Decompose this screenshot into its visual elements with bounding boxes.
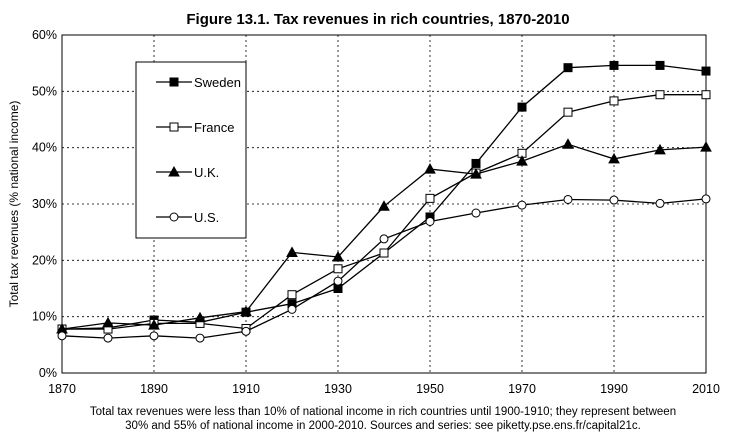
data-point-us xyxy=(425,216,435,226)
data-point-us xyxy=(333,276,343,286)
legend-label-us: U.S. xyxy=(194,210,219,225)
y-tick-label: 60% xyxy=(32,28,57,42)
data-point-us xyxy=(57,331,67,341)
y-tick-label: 0% xyxy=(39,366,57,380)
legend-label-uk: U.K. xyxy=(194,165,219,180)
legend: Sweden France U.K. U.S. xyxy=(135,61,247,239)
legend-marker-us xyxy=(169,212,179,222)
data-point-sweden xyxy=(609,60,619,70)
legend-marker-sweden xyxy=(169,77,179,87)
plot-frame xyxy=(61,34,707,374)
data-point-us xyxy=(609,195,619,205)
x-tick-label: 1970 xyxy=(508,382,536,396)
data-point-sweden xyxy=(471,158,481,168)
data-point-sweden xyxy=(563,63,573,73)
x-axis: 1870 1890 1910 1930 1950 1970 1990 2010 xyxy=(48,382,720,396)
data-point-uk xyxy=(654,143,666,155)
data-point-us xyxy=(471,208,481,218)
data-point-sweden xyxy=(655,60,665,70)
grid xyxy=(62,35,706,373)
data-point-us xyxy=(195,333,205,343)
legend-marker-uk xyxy=(168,165,180,177)
data-point-uk xyxy=(102,316,114,328)
x-tick-label: 1990 xyxy=(600,382,628,396)
data-point-us xyxy=(563,194,573,204)
caption-line-2: 30% and 55% of national income in 2000-2… xyxy=(125,420,641,432)
x-tick-label: 1950 xyxy=(416,382,444,396)
x-tick-label: 2010 xyxy=(692,382,720,396)
y-tick-label: 50% xyxy=(32,84,57,98)
data-point-france xyxy=(425,193,435,203)
data-point-uk xyxy=(424,163,436,174)
data-point-france xyxy=(655,90,665,100)
data-point-us xyxy=(701,194,711,204)
y-axis: 0% 10% 20% 30% 40% 50% 60% xyxy=(32,28,57,380)
series-uk xyxy=(56,138,712,334)
data-point-uk xyxy=(562,138,574,149)
data-point-uk xyxy=(332,250,344,262)
data-point-sweden xyxy=(517,102,527,112)
caption-line-1: Total tax revenues were less than 10% of… xyxy=(90,406,676,418)
y-tick-label: 10% xyxy=(32,310,57,324)
data-point-sweden xyxy=(701,66,711,76)
legend-label-france: France xyxy=(194,120,234,135)
data-point-uk xyxy=(516,155,528,166)
series-us xyxy=(57,194,711,343)
data-point-uk xyxy=(240,305,252,317)
series-group xyxy=(56,60,712,343)
data-point-france xyxy=(287,290,297,300)
data-point-us xyxy=(655,198,665,208)
data-point-uk xyxy=(194,311,206,323)
data-point-us xyxy=(241,326,251,336)
data-point-uk xyxy=(608,152,620,164)
data-point-us xyxy=(379,234,389,244)
data-point-uk xyxy=(378,200,390,211)
legend-label-sweden: Sweden xyxy=(194,75,241,90)
data-point-us xyxy=(103,333,113,343)
data-point-france xyxy=(609,96,619,106)
y-tick-label: 20% xyxy=(32,253,57,267)
y-tick-label: 40% xyxy=(32,141,57,155)
legend-marker-france xyxy=(169,122,179,132)
x-tick-label: 1930 xyxy=(324,382,352,396)
data-point-uk xyxy=(700,141,712,152)
chart-title: Figure 13.1. Tax revenues in rich countr… xyxy=(186,11,569,28)
y-axis-label: Total tax revenues (% national income) xyxy=(7,101,21,308)
data-point-france xyxy=(563,107,573,117)
data-point-us xyxy=(287,304,297,314)
legend-box xyxy=(135,61,247,239)
data-point-uk xyxy=(286,246,298,257)
data-point-us xyxy=(149,331,159,341)
data-point-france xyxy=(333,264,343,274)
data-point-france xyxy=(379,248,389,258)
data-point-uk xyxy=(148,319,160,330)
data-point-us xyxy=(517,200,527,210)
y-tick-label: 30% xyxy=(32,197,57,211)
x-tick-label: 1870 xyxy=(48,382,76,396)
x-tick-label: 1890 xyxy=(140,382,168,396)
x-tick-label: 1910 xyxy=(232,382,260,396)
data-point-uk xyxy=(470,168,482,179)
data-point-france xyxy=(701,90,711,100)
data-point-sweden xyxy=(333,284,343,293)
